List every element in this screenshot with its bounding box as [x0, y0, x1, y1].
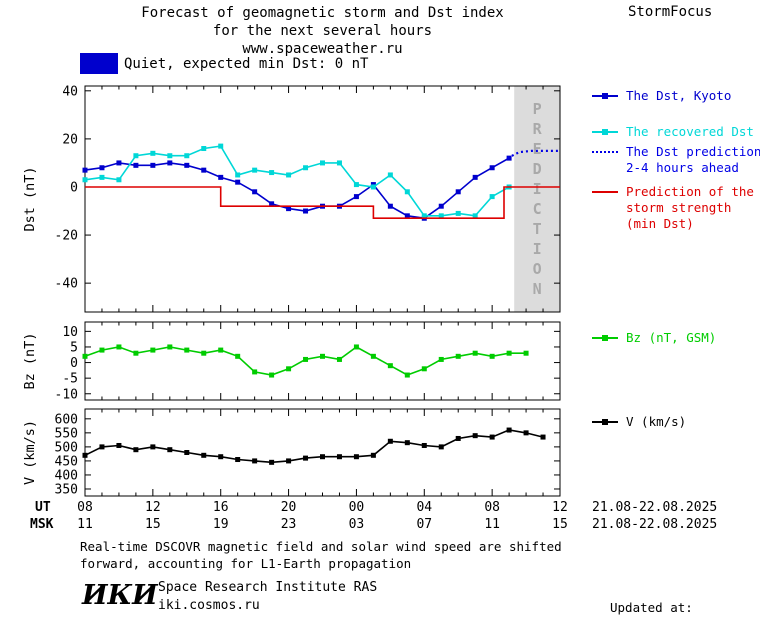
svg-text:20: 20 — [62, 132, 78, 147]
footnote-line-1: Real-time DSCOVR magnetic field and sola… — [80, 539, 562, 554]
x-tick-label-ut: 00 — [348, 500, 365, 515]
x-tick-label-ut: 12 — [552, 500, 568, 515]
svg-text:O: O — [533, 260, 542, 278]
x-tick-label-msk: 23 — [280, 517, 297, 532]
x-axis-msk-row: MSK 21.08-22.08.2025 11 15 19 23 03 07 11 15 — [0, 517, 760, 533]
x-tick-label-ut: 04 — [416, 500, 433, 515]
msk-date-range: 21.08-22.08.2025 — [592, 517, 718, 532]
storm-strength-label-2: storm strength — [626, 200, 732, 215]
iki-logo: ИКИ — [82, 580, 158, 611]
svg-text:E: E — [533, 140, 542, 158]
x-tick-label-msk: 03 — [348, 517, 365, 532]
x-tick-label-msk: 11 — [484, 517, 500, 532]
footnote-line-2: forward, accounting for L1-Earth propaga… — [80, 556, 412, 571]
dst-kyoto-swatch — [592, 93, 618, 99]
institute-name: Space Research Institute RAS — [158, 580, 378, 595]
recovered-dst-swatch — [592, 129, 618, 135]
title-line-1: Forecast of geomagnetic storm and Dst in… — [141, 5, 504, 21]
x-tick-label-ut: 12 — [145, 500, 161, 515]
storm-strength-label-1: Prediction of the — [626, 184, 754, 199]
quiet-level-swatch — [80, 53, 118, 74]
dst-legend: The Dst, Kyoto The recovered Dst The Dst… — [592, 88, 760, 238]
v-label: V (km/s) — [626, 414, 687, 429]
svg-text:350: 350 — [55, 482, 78, 497]
svg-text:I: I — [533, 240, 542, 258]
svg-text:600: 600 — [55, 412, 78, 427]
svg-text:400: 400 — [55, 468, 78, 483]
bz-label: Bz (nT, GSM) — [626, 330, 717, 345]
x-tick-label-msk: 19 — [212, 517, 229, 532]
msk-label: MSK — [30, 517, 54, 532]
x-tick-label-msk: 11 — [77, 517, 93, 532]
svg-text:-10: -10 — [55, 387, 78, 402]
page-title: Forecast of geomagnetic storm and Dst in… — [85, 4, 560, 58]
footnote: Real-time DSCOVR magnetic field and sola… — [80, 538, 562, 572]
recovered-dst-label: The recovered Dst — [626, 124, 754, 139]
svg-text:R: R — [533, 120, 543, 138]
svg-text:10: 10 — [62, 325, 78, 340]
svg-text:T: T — [533, 220, 542, 238]
status-text: Quiet, expected min Dst: 0 nT — [124, 56, 369, 72]
svg-text:P: P — [533, 100, 542, 118]
title-line-2: for the next several hours — [212, 23, 433, 39]
bz-swatch — [592, 335, 618, 341]
x-tick-label-ut: 20 — [280, 500, 297, 515]
svg-text:N: N — [533, 280, 542, 298]
updated-block: Updated at: UT 08:05, 22.08.2025 MSK 11:… — [600, 565, 758, 620]
v-legend: V (km/s) — [592, 414, 760, 432]
ut-date-range: 21.08-22.08.2025 — [592, 500, 718, 515]
dst-kyoto-label: The Dst, Kyoto — [626, 88, 732, 103]
svg-text:D: D — [533, 160, 542, 178]
x-tick-label-ut: 08 — [77, 500, 93, 515]
svg-text:5: 5 — [70, 340, 78, 355]
svg-text:40: 40 — [62, 84, 78, 99]
svg-text:Dst (nT): Dst (nT) — [22, 166, 38, 231]
bz-legend: Bz (nT, GSM) — [592, 330, 760, 348]
svg-text:-5: -5 — [62, 372, 78, 387]
dst-prediction-label-2: 2-4 hours ahead — [626, 160, 739, 175]
spaceweather-link[interactable]: www.spaceweather.ru — [242, 41, 403, 57]
x-axis-ut-row: UT 21.08-22.08.2025 08 12 16 20 00 04 08 12 — [0, 500, 760, 516]
svg-text:C: C — [533, 200, 542, 218]
dst-prediction-label-1: The Dst prediction — [626, 144, 760, 159]
svg-text:550: 550 — [55, 426, 78, 441]
svg-text:0: 0 — [70, 356, 78, 371]
storm-strength-swatch — [592, 191, 618, 193]
svg-text:Bz (nT): Bz (nT) — [22, 333, 38, 390]
svg-text:V (km/s): V (km/s) — [22, 420, 38, 485]
x-tick-label-ut: 08 — [484, 500, 500, 515]
x-tick-label-msk: 15 — [552, 517, 568, 532]
svg-text:500: 500 — [55, 440, 78, 455]
svg-text:450: 450 — [55, 454, 78, 469]
ut-label: UT — [35, 500, 51, 515]
x-tick-label-msk: 15 — [145, 517, 161, 532]
svg-text:-40: -40 — [55, 277, 78, 292]
svg-text:I: I — [533, 180, 542, 198]
v-swatch — [592, 419, 618, 425]
svg-text:-20: -20 — [55, 229, 78, 244]
x-tick-label-ut: 16 — [212, 500, 229, 515]
institute-site-link[interactable]: iki.cosmos.ru — [158, 598, 260, 613]
x-tick-label-msk: 07 — [416, 517, 433, 532]
svg-text:0: 0 — [70, 180, 78, 195]
storm-strength-label-3: (min Dst) — [626, 216, 694, 231]
brand-stormfocus: StormFocus — [628, 4, 713, 20]
updated-label: Updated at: — [610, 600, 693, 615]
dst-prediction-swatch — [592, 151, 618, 153]
